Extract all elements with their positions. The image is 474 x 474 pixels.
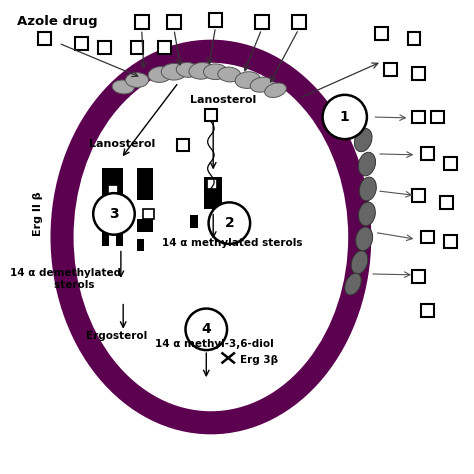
Bar [137, 239, 144, 251]
Text: 14 α methylated sterols: 14 α methylated sterols [163, 238, 303, 248]
Bar [412, 67, 425, 80]
Bar [158, 41, 171, 54]
Bar [430, 110, 444, 123]
Ellipse shape [112, 80, 134, 94]
Ellipse shape [347, 106, 365, 128]
Bar [205, 109, 217, 121]
Text: 2: 2 [225, 216, 234, 230]
Bar [445, 235, 457, 248]
Bar [412, 270, 425, 283]
Circle shape [185, 309, 227, 350]
Ellipse shape [176, 63, 200, 77]
Bar [144, 209, 154, 219]
Bar [190, 215, 199, 228]
Circle shape [209, 202, 250, 244]
Bar [421, 147, 434, 160]
Bar [102, 168, 123, 202]
Text: 14 α demethylated
     sterols: 14 α demethylated sterols [10, 268, 121, 290]
Ellipse shape [189, 63, 214, 79]
Text: Lanosterol: Lanosterol [89, 139, 155, 149]
Bar [445, 157, 457, 170]
Bar [102, 230, 109, 246]
Bar [204, 177, 222, 210]
Bar [384, 64, 397, 76]
Bar [412, 110, 425, 123]
Bar [102, 219, 123, 232]
Bar [292, 15, 306, 29]
Bar [209, 13, 222, 27]
Ellipse shape [203, 64, 228, 80]
Bar [421, 230, 434, 244]
Text: 4: 4 [201, 322, 211, 337]
Ellipse shape [51, 40, 371, 434]
Ellipse shape [264, 83, 286, 98]
Text: Erg 3β: Erg 3β [239, 355, 278, 365]
Text: 3: 3 [109, 207, 119, 221]
Ellipse shape [356, 227, 373, 251]
Circle shape [323, 95, 367, 139]
Ellipse shape [345, 273, 361, 295]
Bar [75, 36, 88, 50]
Ellipse shape [358, 202, 375, 226]
Bar [255, 15, 269, 29]
Ellipse shape [148, 67, 172, 82]
Text: 14 α methyl-3,6-diol: 14 α methyl-3,6-diol [155, 339, 274, 349]
Bar [137, 168, 153, 200]
Ellipse shape [355, 128, 372, 152]
Ellipse shape [358, 152, 375, 176]
Text: Ergosterol: Ergosterol [86, 331, 147, 341]
Bar [116, 230, 123, 246]
Bar [177, 139, 189, 151]
Text: Azole drug: Azole drug [17, 15, 98, 27]
Bar [421, 304, 434, 317]
Bar [108, 185, 118, 195]
Ellipse shape [359, 177, 376, 201]
Text: Erg II β: Erg II β [33, 191, 43, 236]
Bar [375, 27, 388, 40]
Bar [130, 41, 144, 54]
Ellipse shape [235, 72, 261, 89]
Bar [167, 16, 181, 29]
Ellipse shape [351, 251, 368, 274]
Ellipse shape [250, 77, 273, 92]
Text: 1: 1 [340, 110, 350, 124]
Circle shape [93, 193, 135, 235]
Bar [408, 32, 420, 45]
Bar [440, 196, 453, 209]
Bar [137, 219, 153, 232]
Ellipse shape [218, 67, 241, 82]
Text: Lanosterol: Lanosterol [190, 95, 256, 105]
Bar [135, 16, 148, 29]
Ellipse shape [73, 63, 348, 411]
Bar [98, 41, 111, 54]
Bar [207, 179, 217, 189]
Ellipse shape [161, 64, 187, 80]
Bar [412, 189, 425, 202]
Ellipse shape [126, 73, 148, 87]
Bar [38, 32, 51, 45]
